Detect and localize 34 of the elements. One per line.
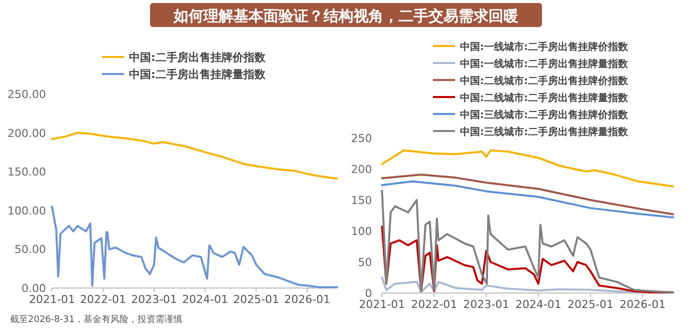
y-tick-label: 50.00 bbox=[14, 243, 46, 256]
y-tick-label: 100.00 bbox=[8, 204, 46, 218]
x-tick-label: 2023-01 bbox=[463, 298, 510, 311]
x-tick-label: 2024-01 bbox=[182, 293, 228, 306]
x-tick-label: 2025-01 bbox=[233, 293, 280, 306]
legend-label: 中国:二线城市:二手房出售挂牌价指数 bbox=[460, 75, 629, 87]
y-tick-label: 0 bbox=[365, 287, 372, 300]
chart-title: 如何理解基本面验证？结构视角，二手交易需求回暖 bbox=[172, 7, 518, 25]
x-tick-label: 2026-01 bbox=[620, 298, 666, 311]
x-tick-label: 2022-01 bbox=[80, 293, 126, 306]
y-tick-label: 200 bbox=[351, 163, 372, 176]
y-tick-label: 250 bbox=[351, 132, 372, 145]
y-tick-label: 50 bbox=[358, 256, 372, 269]
legend-label: 中国:二线城市:二手房出售挂牌量指数 bbox=[460, 92, 629, 104]
y-tick-label: 200.00 bbox=[8, 126, 46, 140]
y-tick-label: 150.00 bbox=[8, 166, 46, 179]
y-tick-label: 0.00 bbox=[22, 282, 46, 295]
y-tick-label: 250.00 bbox=[8, 88, 46, 101]
y-tick-label: 100 bbox=[351, 225, 372, 238]
legend-label: 中国:三线城市:二手房出售挂牌量指数 bbox=[460, 126, 629, 138]
x-tick-label: 2024-01 bbox=[515, 298, 562, 311]
legend-label: 中国:二手房出售挂牌量指数 bbox=[129, 68, 266, 81]
legend-label: 中国:三线城市:二手房出售挂牌价指数 bbox=[460, 109, 629, 121]
y-tick-label: 150 bbox=[351, 194, 372, 207]
x-tick-label: 2025-01 bbox=[567, 298, 614, 311]
legend-label: 中国:一线城市:二手房出售挂牌量指数 bbox=[460, 58, 629, 70]
x-tick-label: 2022-01 bbox=[411, 298, 458, 311]
legend-label: 中国:一线城市:二手房出售挂牌价指数 bbox=[460, 41, 629, 53]
legend-label: 中国:二手房出售挂牌价指数 bbox=[129, 51, 266, 64]
text: 截至2026-8-31，基金有风险，投资需谨慎 bbox=[10, 314, 183, 325]
x-tick-label: 2021-01 bbox=[29, 293, 75, 306]
x-tick-label: 2023-01 bbox=[131, 293, 178, 306]
x-tick-label: 2026-01 bbox=[284, 293, 330, 306]
x-tick-label: 2021-01 bbox=[359, 298, 405, 311]
